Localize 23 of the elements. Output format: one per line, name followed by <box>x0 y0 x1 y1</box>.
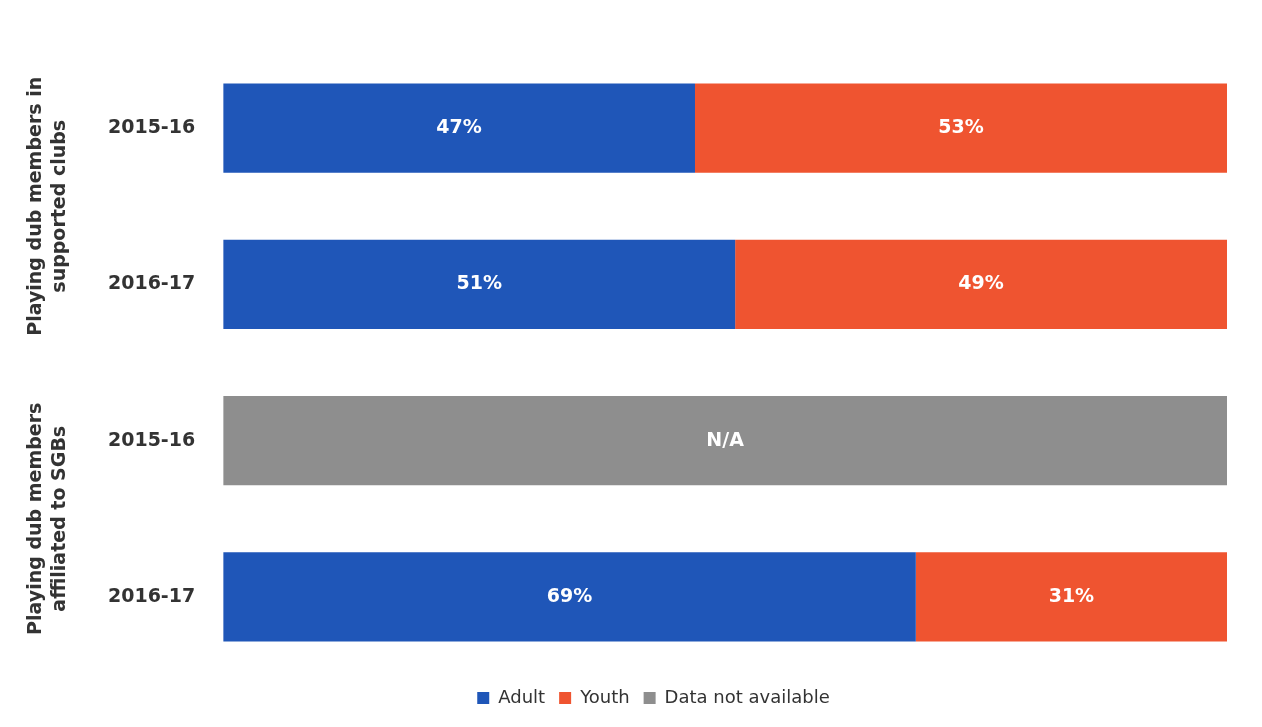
data-label: 53% <box>938 115 984 138</box>
data-label: 69% <box>546 583 593 606</box>
legend-label: Youth <box>579 685 630 707</box>
data-label: 49% <box>958 271 1004 294</box>
legend-label: Adult <box>498 685 546 707</box>
bar <box>223 239 736 329</box>
data-label: 47% <box>436 115 482 138</box>
bar <box>223 552 916 642</box>
y-tick-label: 2015-16 <box>107 427 196 450</box>
data-label: N/A <box>706 427 745 450</box>
bar <box>915 552 1227 642</box>
bar <box>694 83 1227 173</box>
data-label: 31% <box>1048 583 1095 606</box>
bar <box>735 239 1227 329</box>
bar <box>223 396 1227 486</box>
y-tick-label: 2015-16 <box>107 115 196 138</box>
y-tick-label: 2016-17 <box>107 583 196 606</box>
data-label: 51% <box>456 271 502 294</box>
text: Playing dub members in supported clubs <box>22 76 69 336</box>
bar <box>223 83 695 173</box>
legend-label: Data not available <box>664 685 830 707</box>
y-tick-label: 2016-17 <box>107 271 196 294</box>
text: Playing dub members affiliated to SGBs <box>22 402 69 635</box>
